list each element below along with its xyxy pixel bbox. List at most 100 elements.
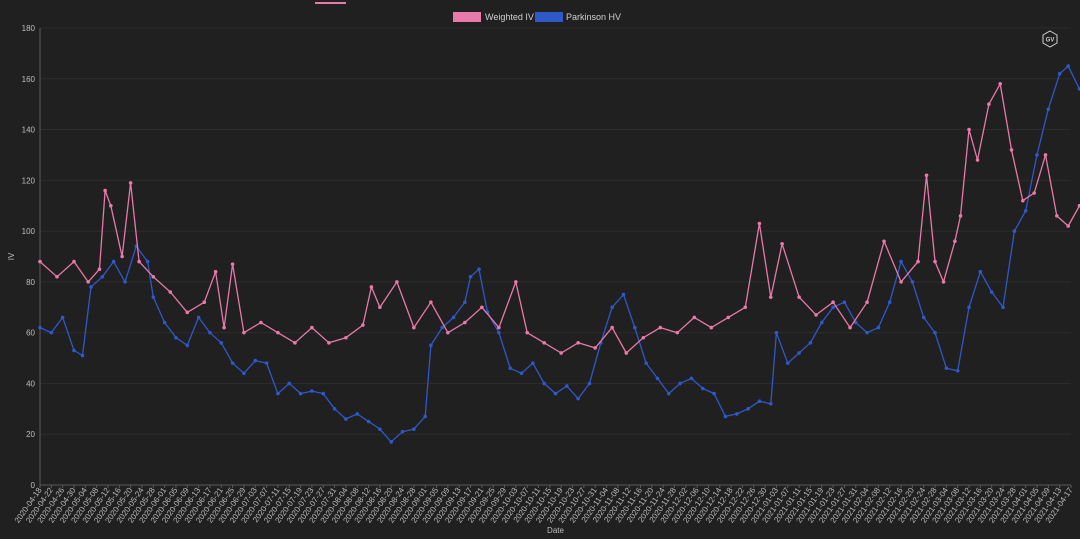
data-point-parkinson-hv[interactable] [989, 290, 994, 294]
data-point-weighted-iv[interactable] [958, 214, 963, 218]
data-point-parkinson-hv[interactable] [955, 368, 960, 373]
data-point-parkinson-hv[interactable] [162, 320, 167, 325]
data-point-parkinson-hv[interactable] [666, 391, 671, 396]
data-point-weighted-iv[interactable] [86, 280, 90, 284]
data-point-weighted-iv[interactable] [709, 325, 714, 330]
data-point-weighted-iv[interactable] [120, 254, 124, 259]
data-point-parkinson-hv[interactable] [389, 440, 394, 444]
data-point-weighted-iv[interactable] [542, 341, 546, 345]
data-point-weighted-iv[interactable] [137, 259, 141, 264]
data-point-parkinson-hv[interactable] [196, 315, 201, 320]
data-point-parkinson-hv[interactable] [576, 396, 580, 401]
data-point-parkinson-hv[interactable] [842, 300, 847, 305]
data-point-parkinson-hv[interactable] [723, 414, 728, 419]
data-point-parkinson-hv[interactable] [1057, 71, 1062, 76]
data-point-weighted-iv[interactable] [953, 239, 957, 244]
data-point-weighted-iv[interactable] [497, 325, 501, 330]
data-point-parkinson-hv[interactable] [378, 427, 382, 431]
data-point-weighted-iv[interactable] [185, 310, 190, 315]
data-point-weighted-iv[interactable] [429, 300, 433, 305]
data-point-parkinson-hv[interactable] [253, 358, 258, 363]
data-point-parkinson-hv[interactable] [689, 376, 694, 381]
data-point-parkinson-hv[interactable] [978, 269, 983, 274]
legend-item-weighted-iv[interactable]: Weighted IV [453, 12, 534, 22]
data-point-parkinson-hv[interactable] [174, 335, 178, 340]
data-point-weighted-iv[interactable] [865, 300, 869, 305]
data-point-weighted-iv[interactable] [293, 341, 297, 345]
data-point-weighted-iv[interactable] [525, 330, 529, 335]
data-point-weighted-iv[interactable] [692, 315, 697, 320]
data-point-weighted-iv[interactable] [899, 280, 903, 284]
data-point-weighted-iv[interactable] [369, 285, 374, 289]
data-point-parkinson-hv[interactable] [332, 407, 337, 411]
data-point-parkinson-hv[interactable] [519, 371, 524, 376]
data-point-parkinson-hv[interactable] [831, 305, 835, 310]
data-point-weighted-iv[interactable] [242, 330, 246, 335]
data-point-weighted-iv[interactable] [933, 259, 937, 264]
data-point-parkinson-hv[interactable] [80, 353, 85, 358]
data-point-parkinson-hv[interactable] [910, 280, 915, 284]
data-point-weighted-iv[interactable] [327, 341, 331, 345]
data-point-parkinson-hv[interactable] [678, 381, 682, 386]
data-point-parkinson-hv[interactable] [344, 417, 348, 421]
data-point-parkinson-hv[interactable] [508, 366, 512, 371]
data-point-parkinson-hv[interactable] [746, 407, 750, 411]
data-point-weighted-iv[interactable] [848, 325, 852, 330]
data-point-weighted-iv[interactable] [658, 325, 663, 330]
data-point-parkinson-hv[interactable] [644, 361, 648, 365]
data-point-parkinson-hv[interactable] [264, 361, 269, 365]
data-point-parkinson-hv[interactable] [185, 343, 190, 348]
data-point-parkinson-hv[interactable] [100, 275, 105, 279]
data-point-parkinson-hv[interactable] [553, 391, 558, 396]
data-point-parkinson-hv[interactable] [887, 300, 892, 305]
data-point-weighted-iv[interactable] [230, 262, 235, 266]
data-point-parkinson-hv[interactable] [1046, 107, 1051, 112]
data-point-weighted-iv[interactable] [1032, 191, 1036, 195]
data-point-weighted-iv[interactable] [998, 82, 1002, 86]
data-point-weighted-iv[interactable] [109, 203, 113, 208]
data-point-parkinson-hv[interactable] [921, 315, 926, 320]
data-point-parkinson-hv[interactable] [451, 315, 456, 320]
data-point-parkinson-hv[interactable] [899, 259, 903, 264]
data-point-parkinson-hv[interactable] [72, 348, 76, 353]
data-point-parkinson-hv[interactable] [298, 391, 303, 396]
data-point-parkinson-hv[interactable] [1066, 64, 1070, 68]
data-point-parkinson-hv[interactable] [412, 427, 416, 431]
data-point-parkinson-hv[interactable] [208, 330, 212, 335]
data-point-parkinson-hv[interactable] [700, 386, 705, 391]
data-point-parkinson-hv[interactable] [944, 366, 949, 371]
data-point-weighted-iv[interactable] [941, 280, 946, 284]
data-point-weighted-iv[interactable] [882, 239, 886, 244]
data-point-parkinson-hv[interactable] [774, 330, 779, 335]
data-point-parkinson-hv[interactable] [429, 343, 433, 348]
data-point-weighted-iv[interactable] [814, 313, 818, 317]
data-point-parkinson-hv[interactable] [477, 267, 481, 271]
data-point-parkinson-hv[interactable] [933, 330, 937, 335]
data-point-weighted-iv[interactable] [1021, 198, 1025, 203]
data-point-weighted-iv[interactable] [259, 320, 263, 325]
data-point-parkinson-hv[interactable] [38, 325, 42, 330]
data-point-parkinson-hv[interactable] [230, 361, 235, 365]
data-point-parkinson-hv[interactable] [123, 280, 127, 284]
data-point-parkinson-hv[interactable] [785, 361, 790, 365]
data-point-parkinson-hv[interactable] [967, 305, 971, 310]
data-point-weighted-iv[interactable] [72, 259, 76, 264]
data-point-parkinson-hv[interactable] [287, 381, 292, 386]
data-point-weighted-iv[interactable] [593, 346, 597, 350]
data-point-parkinson-hv[interactable] [565, 384, 569, 388]
data-point-weighted-iv[interactable] [610, 325, 614, 330]
data-point-weighted-iv[interactable] [916, 259, 920, 264]
data-point-weighted-iv[interactable] [559, 351, 563, 355]
data-point-parkinson-hv[interactable] [468, 275, 473, 279]
data-point-parkinson-hv[interactable] [734, 412, 739, 416]
data-point-weighted-iv[interactable] [202, 300, 207, 305]
data-point-parkinson-hv[interactable] [111, 259, 116, 264]
data-point-weighted-iv[interactable] [310, 325, 314, 330]
data-point-weighted-iv[interactable] [576, 341, 580, 345]
data-point-parkinson-hv[interactable] [1035, 153, 1039, 157]
data-point-parkinson-hv[interactable] [757, 399, 762, 404]
data-point-weighted-iv[interactable] [463, 320, 467, 325]
data-point-parkinson-hv[interactable] [1001, 305, 1005, 310]
data-point-weighted-iv[interactable] [378, 305, 382, 310]
data-point-weighted-iv[interactable] [967, 127, 971, 132]
